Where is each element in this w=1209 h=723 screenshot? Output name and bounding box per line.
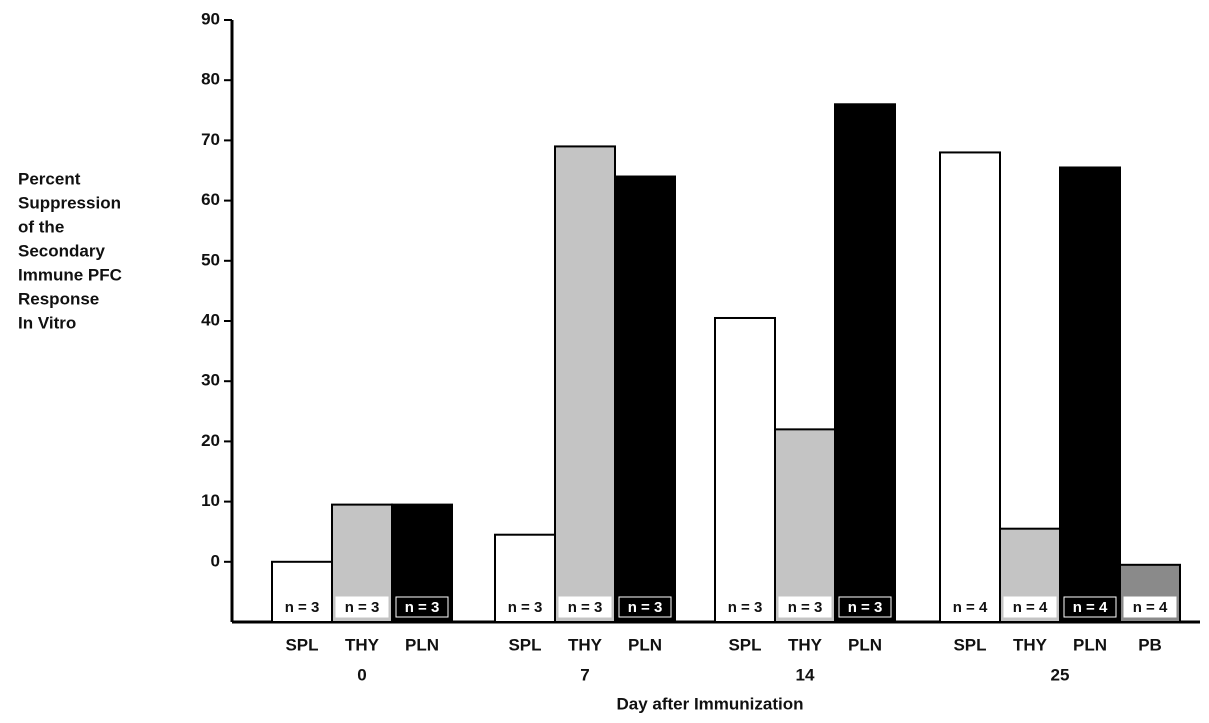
y-tick-label: 20 bbox=[201, 431, 220, 450]
x-tick-label: PLN bbox=[848, 635, 882, 654]
y-tick-label: 70 bbox=[201, 130, 220, 149]
n-label: n = 3 bbox=[628, 599, 663, 616]
y-tick-label: 90 bbox=[201, 9, 220, 28]
n-label-box bbox=[275, 596, 329, 618]
bar bbox=[834, 103, 896, 623]
bar bbox=[774, 428, 836, 623]
n-label-box bbox=[718, 596, 772, 618]
n-label: n = 4 bbox=[1013, 599, 1048, 616]
n-label: n = 3 bbox=[848, 599, 883, 616]
n-label-box bbox=[1123, 596, 1177, 618]
n-label-box bbox=[778, 596, 832, 618]
n-label: n = 4 bbox=[1133, 599, 1168, 616]
y-tick-label: 0 bbox=[211, 551, 220, 570]
x-tick-label: SPL bbox=[953, 635, 986, 654]
n-label-box bbox=[335, 596, 389, 618]
y-axis-title: Percent bbox=[18, 169, 81, 188]
bar bbox=[614, 175, 676, 624]
n-label-box bbox=[943, 596, 997, 618]
n-label-box bbox=[1063, 596, 1117, 618]
group-label: 0 bbox=[357, 665, 366, 684]
y-axis-title: Immune PFC bbox=[18, 265, 122, 284]
bar bbox=[939, 151, 1001, 623]
n-label: n = 3 bbox=[285, 599, 320, 616]
x-tick-label: THY bbox=[1013, 635, 1048, 654]
bar bbox=[554, 145, 616, 623]
n-label: n = 4 bbox=[1073, 599, 1108, 616]
y-axis-title: Secondary bbox=[18, 241, 105, 260]
n-label: n = 3 bbox=[728, 599, 763, 616]
y-axis-title: Suppression bbox=[18, 193, 121, 212]
y-tick-label: 40 bbox=[201, 310, 220, 329]
y-axis-title: Response bbox=[18, 289, 99, 308]
y-tick-label: 60 bbox=[201, 190, 220, 209]
n-label-box bbox=[838, 596, 892, 618]
y-tick-label: 10 bbox=[201, 491, 220, 510]
y-axis-title: In Vitro bbox=[18, 313, 76, 332]
bar bbox=[1059, 166, 1121, 624]
bar bbox=[714, 316, 776, 623]
n-label-box bbox=[395, 596, 449, 618]
x-tick-label: THY bbox=[788, 635, 823, 654]
x-tick-label: SPL bbox=[285, 635, 318, 654]
x-tick-label: THY bbox=[568, 635, 603, 654]
x-axis-title: Day after Immunization bbox=[616, 694, 803, 713]
n-label: n = 3 bbox=[568, 599, 603, 616]
n-label: n = 3 bbox=[345, 599, 380, 616]
group-label: 14 bbox=[796, 665, 815, 684]
x-tick-label: PB bbox=[1138, 635, 1162, 654]
n-label-box bbox=[558, 596, 612, 618]
n-label: n = 3 bbox=[508, 599, 543, 616]
x-tick-label: THY bbox=[345, 635, 380, 654]
x-tick-label: SPL bbox=[508, 635, 541, 654]
n-label: n = 3 bbox=[788, 599, 823, 616]
n-label-box bbox=[618, 596, 672, 618]
n-label: n = 4 bbox=[953, 599, 988, 616]
n-label: n = 3 bbox=[405, 599, 440, 616]
y-axis-title: of the bbox=[18, 217, 64, 236]
y-tick-label: 50 bbox=[201, 250, 220, 269]
x-tick-label: PLN bbox=[1073, 635, 1107, 654]
x-tick-label: SPL bbox=[728, 635, 761, 654]
group-label: 7 bbox=[580, 665, 589, 684]
y-tick-label: 80 bbox=[201, 70, 220, 89]
x-tick-label: PLN bbox=[628, 635, 662, 654]
n-label-box bbox=[1003, 596, 1057, 618]
y-tick-label: 30 bbox=[201, 371, 220, 390]
group-label: 25 bbox=[1051, 665, 1070, 684]
x-tick-label: PLN bbox=[405, 635, 439, 654]
n-label-box bbox=[498, 596, 552, 618]
